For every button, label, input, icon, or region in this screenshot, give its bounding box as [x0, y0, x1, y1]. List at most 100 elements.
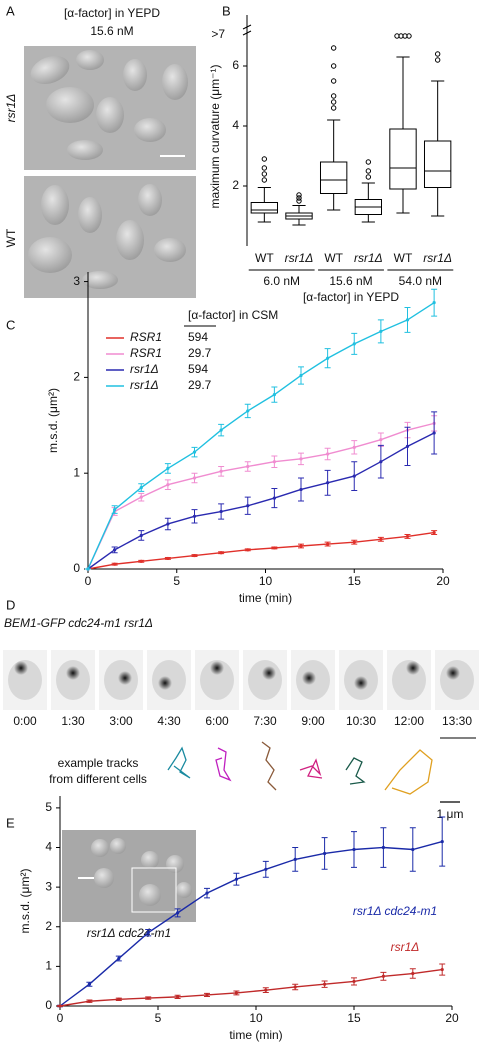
spot [302, 671, 316, 685]
point [440, 839, 444, 844]
y-axis-label: maximum curvature (μm⁻¹) [208, 65, 222, 209]
time-label: 13:30 [442, 714, 472, 728]
y-tick-label: 0 [73, 561, 80, 575]
point [219, 551, 223, 555]
box [250, 202, 279, 214]
point [352, 979, 356, 984]
group-label: 15.6 nM [329, 274, 372, 288]
time-label: 12:00 [394, 714, 424, 728]
point [326, 356, 330, 360]
panel-label: E [6, 815, 15, 830]
y-tick-label: 3 [45, 879, 52, 893]
outlier [261, 156, 268, 162]
point [299, 457, 303, 461]
point [246, 548, 250, 552]
legend-value: 594 [188, 330, 208, 344]
series-line [59, 968, 443, 1007]
point [293, 985, 297, 989]
micrograph [24, 46, 196, 170]
point [58, 1004, 62, 1008]
point [411, 847, 415, 852]
y-tick-label: 6 [232, 58, 239, 72]
point [113, 562, 117, 566]
point [139, 533, 143, 538]
series-label: rsr1Δ cdc24-m1 [353, 904, 437, 918]
time-label: 6:00 [205, 714, 229, 728]
spot [354, 676, 368, 690]
spot [446, 666, 460, 680]
point [272, 393, 276, 397]
point [139, 559, 143, 563]
x-tick-label: 5 [155, 1011, 162, 1025]
point [323, 851, 327, 856]
point [405, 534, 410, 539]
tracks [167, 741, 460, 803]
x-tick-label: rsr1Δ [285, 251, 314, 265]
point [146, 931, 150, 935]
point [323, 982, 327, 986]
spot [406, 661, 420, 675]
legend-title: [α-factor] in CSM [188, 308, 278, 322]
outlier [434, 57, 441, 63]
point [272, 460, 276, 464]
x-tick-label: WT [324, 251, 343, 265]
point [166, 483, 170, 487]
series-label: rsr1Δ [391, 940, 420, 954]
point [352, 847, 356, 852]
y-tick-label: 5 [45, 800, 52, 814]
time-label: 9:00 [301, 714, 325, 728]
outlier [296, 192, 302, 198]
point [326, 452, 330, 456]
outlier [296, 198, 302, 204]
outlier [330, 45, 337, 51]
legend-value: 29.7 [188, 346, 212, 360]
point [411, 971, 415, 976]
point [352, 540, 356, 544]
legend-label: rsr1Δ [130, 362, 159, 376]
spot [66, 666, 80, 680]
point [405, 444, 410, 448]
x-tick-label: 0 [85, 574, 92, 588]
box [389, 128, 417, 190]
point [264, 988, 268, 992]
legend-value: 29.7 [188, 378, 212, 392]
row-label: rsr1Δ [4, 94, 18, 123]
point [299, 487, 303, 492]
outlier [261, 171, 268, 177]
group-label: 54.0 nM [399, 274, 442, 288]
outlier [434, 51, 441, 57]
legend-label: RSR1 [130, 346, 162, 360]
x-tick-label: 15 [347, 1011, 361, 1025]
point [166, 522, 170, 526]
point [86, 567, 90, 571]
panel-label: A [6, 3, 15, 18]
time-label: 0:00 [13, 714, 37, 728]
spot [118, 671, 132, 685]
series-line [87, 422, 435, 570]
outlier [330, 93, 337, 99]
legend-label: rsr1Δ [130, 378, 159, 392]
row-label: WT [4, 228, 18, 247]
y-tick-label: 2 [73, 370, 80, 384]
cell-outline [248, 660, 282, 700]
point [432, 301, 436, 305]
x-tick-label: 15 [348, 574, 362, 588]
cell-outline [200, 660, 234, 700]
point [234, 991, 238, 995]
y-tick-label: 0 [45, 998, 52, 1012]
point [264, 867, 268, 871]
spot [158, 676, 172, 690]
spot [262, 666, 276, 680]
x-tick-label: 10 [249, 1011, 263, 1025]
point [299, 373, 303, 378]
series-line [87, 302, 435, 570]
point [379, 460, 383, 464]
outlier [330, 78, 337, 84]
point [205, 993, 209, 997]
time-label: 3:00 [109, 714, 133, 728]
point [205, 891, 209, 895]
panel-subheading: 15.6 nM [90, 24, 133, 38]
outlier [261, 165, 268, 171]
tracks-label: from different cells [49, 772, 147, 786]
point [219, 469, 223, 473]
